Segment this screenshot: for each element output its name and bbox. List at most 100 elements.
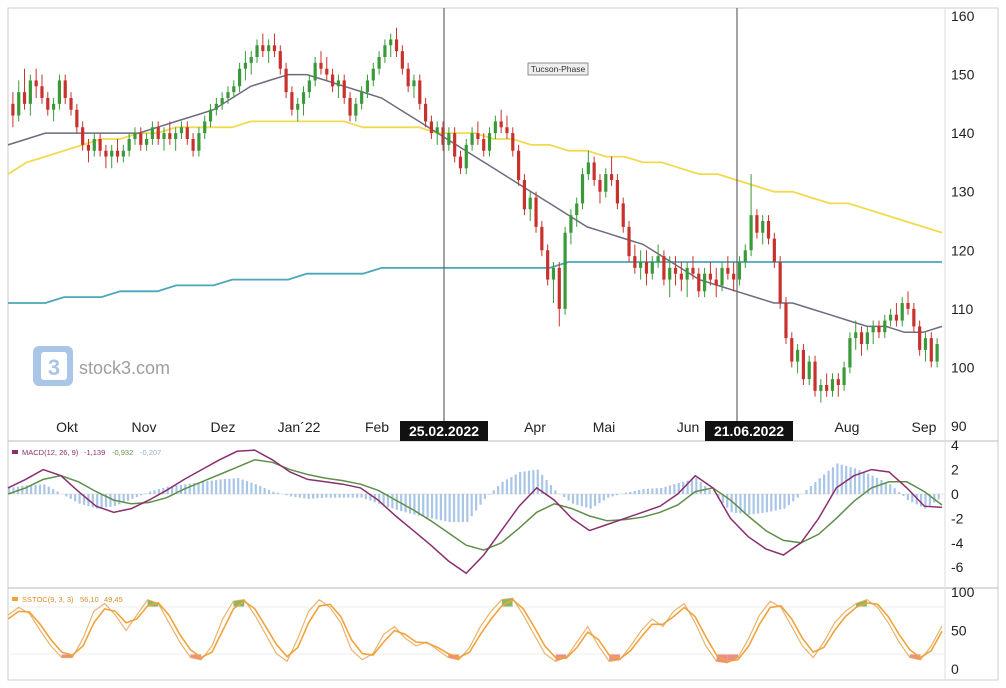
candle-body — [115, 150, 120, 157]
candle — [772, 232, 776, 268]
sstoc-tick-label: 50 — [951, 623, 967, 639]
candle — [546, 244, 550, 286]
candle-body — [668, 267, 672, 280]
candle — [877, 320, 881, 339]
candle — [261, 33, 265, 57]
macd-histogram-bar — [823, 474, 826, 494]
candle-body — [423, 103, 428, 122]
candle — [563, 226, 567, 315]
candle — [732, 262, 736, 292]
candle-body — [243, 62, 248, 69]
candle-body — [691, 267, 695, 274]
macd-histogram-bar — [928, 494, 931, 506]
date-badge-1: 25.02.2022 — [400, 421, 488, 441]
candle — [115, 139, 120, 163]
annotation-text: Tucson-Phase — [531, 64, 586, 74]
candle-body — [197, 133, 201, 151]
macd-histogram-bar — [131, 494, 134, 499]
candle — [144, 133, 149, 151]
macd-histogram-bar — [320, 494, 324, 498]
candle — [348, 92, 352, 122]
candle-body — [918, 326, 922, 350]
macd-histogram-bar — [210, 480, 213, 494]
candle — [557, 262, 561, 327]
macd-histogram-bar — [911, 494, 914, 503]
candle-body — [110, 150, 114, 157]
candle — [575, 197, 579, 227]
candle — [360, 86, 364, 110]
candle-body — [790, 338, 794, 362]
candle-body — [778, 262, 782, 303]
macd-histogram-bar — [135, 494, 138, 498]
candle-body — [726, 267, 730, 274]
candle — [365, 74, 370, 98]
macd-histogram-bar — [404, 494, 407, 513]
macd-histogram-bar — [263, 487, 266, 494]
macd-histogram-bar — [721, 494, 724, 504]
candles — [11, 27, 939, 403]
macd-histogram-bar — [664, 486, 667, 494]
candle — [749, 174, 753, 257]
macd-histogram-bar — [430, 494, 434, 519]
candle — [801, 344, 806, 385]
candle — [40, 74, 44, 104]
candle-body — [575, 203, 579, 216]
candle-body — [720, 267, 724, 286]
candle — [203, 115, 207, 139]
macd-histogram-bar — [435, 494, 438, 520]
macd-legend-swatch — [12, 450, 18, 454]
logo-icon-glyph: 3 — [48, 355, 60, 380]
candle-body — [487, 133, 492, 151]
macd-histogram-bar — [673, 484, 676, 494]
candle-body — [819, 385, 823, 391]
macd-histogram-bar — [686, 480, 689, 494]
macd-histogram-bar — [157, 489, 160, 494]
candle — [505, 115, 509, 139]
macd-histogram-bar — [602, 494, 605, 501]
sstoc-overbought-fill — [233, 599, 245, 608]
candle — [319, 51, 323, 75]
candle — [464, 139, 468, 175]
logo-icon-inner — [41, 352, 67, 380]
candle-body — [144, 139, 149, 145]
candle — [784, 297, 788, 344]
candle — [609, 156, 614, 186]
macd-histogram-bar — [118, 494, 121, 505]
candle-body — [929, 338, 933, 362]
candle — [766, 215, 771, 245]
candle — [301, 86, 306, 116]
macd-histogram-bar — [545, 479, 548, 494]
candle-body — [121, 150, 125, 157]
macd-histogram-bar — [607, 494, 610, 498]
macd-histogram-bar — [770, 494, 773, 512]
x-axis-label: Okt — [56, 419, 78, 435]
candle — [790, 332, 794, 368]
candle-body — [743, 250, 747, 262]
macd-histogram-bar — [325, 494, 328, 498]
macd-histogram-bar — [642, 489, 645, 494]
macd-histogram-bar — [378, 494, 381, 504]
candle-body — [156, 127, 160, 139]
candle — [685, 262, 689, 298]
candle-body — [609, 174, 614, 180]
macd-histogram-bar — [422, 494, 425, 517]
macd-histogram-bar — [457, 494, 460, 523]
macd-histogram-bar — [492, 490, 495, 494]
candle — [807, 355, 811, 385]
date-badge-2: 21.06.2022 — [705, 421, 793, 441]
candle — [342, 74, 346, 104]
candle — [702, 267, 707, 298]
candle-body — [185, 127, 189, 139]
macd-histogram-bar — [21, 486, 24, 494]
candle — [615, 174, 620, 210]
macd-histogram-bar — [497, 486, 500, 494]
macd-histogram-bar — [408, 494, 412, 514]
macd-histogram-bar — [338, 494, 341, 498]
macd-histogram-bar — [109, 494, 112, 507]
candle-body — [522, 180, 527, 210]
candle — [929, 332, 933, 368]
sstoc-legend: SSTOC(9, 3, 3) 56,10 49,45 — [12, 595, 123, 604]
macd-histogram-bar — [774, 494, 777, 511]
candle-body — [621, 203, 625, 227]
candle — [75, 103, 79, 134]
